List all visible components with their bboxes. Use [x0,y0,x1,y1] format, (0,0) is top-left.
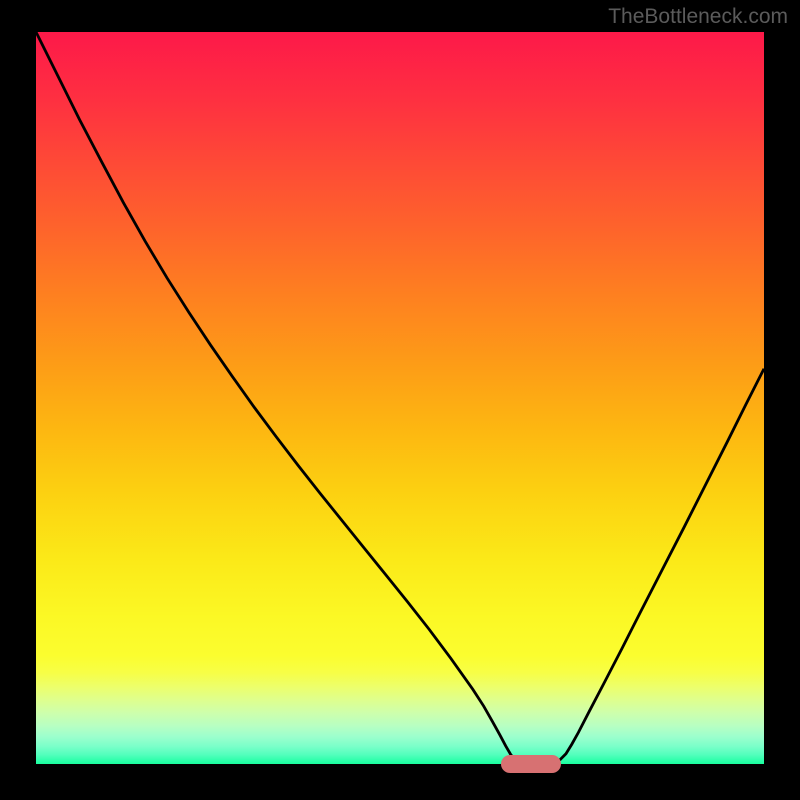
watermark-text: TheBottleneck.com [608,5,788,29]
optimal-marker [501,755,561,773]
chart-svg [36,32,764,764]
chart-background [36,32,764,764]
bottleneck-chart [36,32,764,764]
